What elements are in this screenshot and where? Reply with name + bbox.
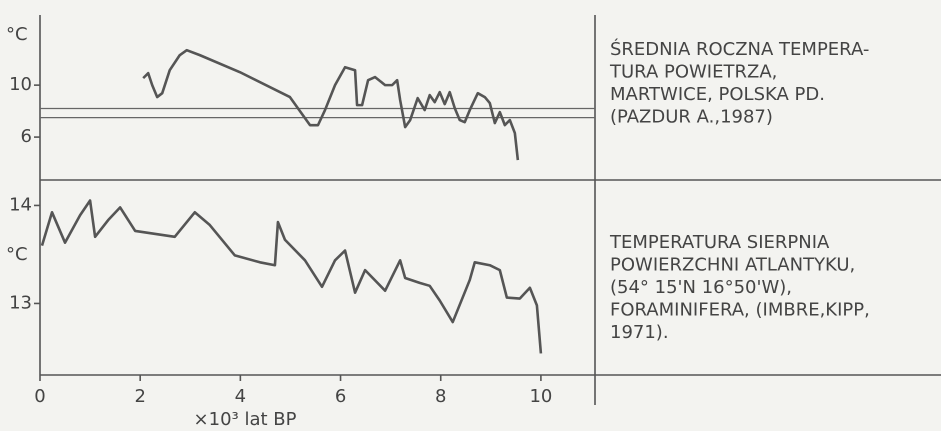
panel-title: ŚREDNIA ROCZNA TEMPERA- (610, 38, 869, 60)
panel-title: FORAMINIFERA, (IMBRE,KIPP, (610, 300, 870, 321)
y-tick-label: 6 (21, 126, 32, 147)
x-tick-label: 8 (435, 386, 446, 407)
x-axis-label: ×10³ lat BP (194, 409, 297, 430)
panel-title: (PAZDUR A.,1987) (610, 107, 773, 128)
y-axis-label: °C (6, 24, 28, 45)
panel-title: POWIERZCHNI ATLANTYKU, (610, 255, 855, 276)
y-axis-label: °C (6, 244, 28, 265)
data-line (40, 199, 543, 354)
panel-title: MARTWICE, POLSKA PD. (610, 84, 825, 105)
y-tick-label: 14 (9, 194, 32, 215)
x-tick-label: 4 (235, 386, 246, 407)
x-tick-label: 0 (34, 386, 45, 407)
data-line (142, 48, 520, 161)
x-tick-label: 10 (529, 386, 552, 407)
y-tick-label: 10 (9, 74, 32, 95)
x-tick-label: 2 (134, 386, 145, 407)
panel-title: (54° 15'N 16°50'W), (610, 277, 792, 298)
x-tick-label: 6 (335, 386, 346, 407)
panel-title: 1971). (610, 322, 669, 343)
panel-title: TEMPERATURA SIERPNIA (609, 232, 830, 253)
panel-title: TURA POWIETRZA, (609, 62, 777, 83)
y-tick-label: 13 (9, 292, 32, 313)
